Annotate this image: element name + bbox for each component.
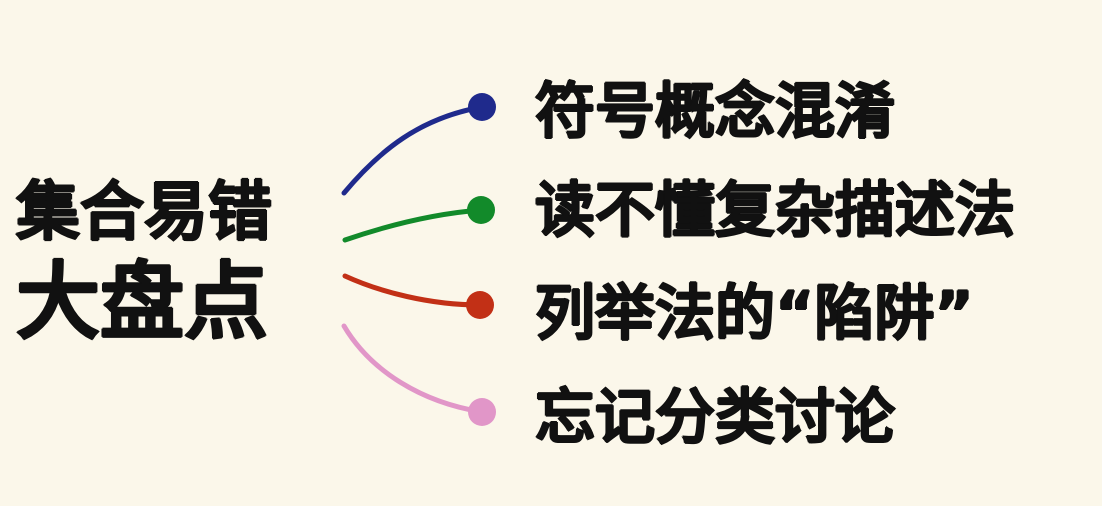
branch-line-4: [341, 323, 485, 415]
branch-line-1: [341, 104, 485, 196]
item-label-4: 忘记分类讨论: [535, 383, 895, 453]
branch-dot-2: [467, 196, 495, 224]
branch-dot-4: [468, 398, 496, 426]
item-label-3: 列举法的“陷阱”: [535, 279, 974, 349]
item-label-1: 符号概念混淆: [535, 77, 895, 147]
branch-line-3: [342, 273, 483, 308]
title-line-1: 集合易错: [16, 176, 272, 250]
branch-line-2: [342, 207, 484, 243]
branch-dot-3: [466, 291, 494, 319]
title-line-2: 大盘点: [16, 253, 269, 351]
branch-dot-1: [468, 93, 496, 121]
item-label-2: 读不懂复杂描述法: [535, 176, 1015, 246]
